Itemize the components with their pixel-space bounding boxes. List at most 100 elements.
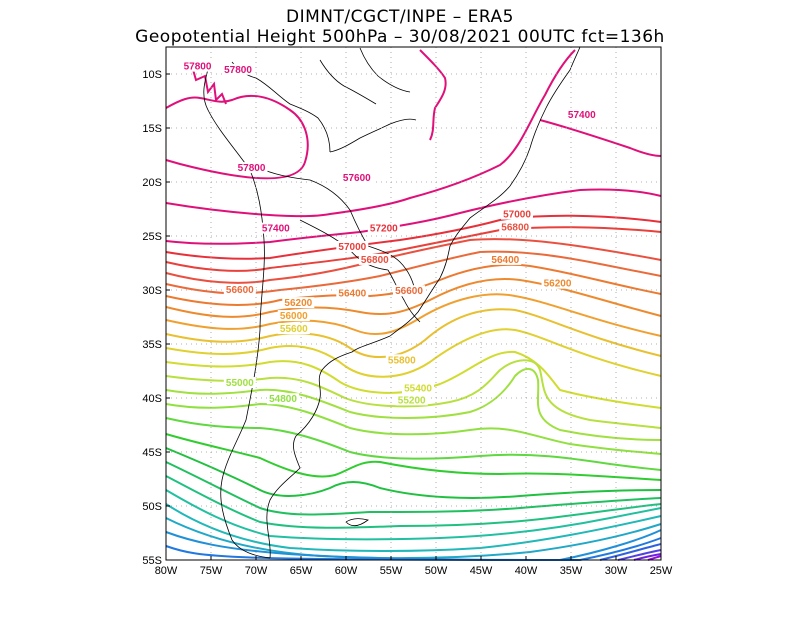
contour-label-bg (336, 240, 369, 252)
contour-label: 57800 (238, 163, 266, 174)
contour-label-bg (340, 171, 373, 183)
contour-label: 54800 (269, 394, 297, 405)
x-tick-label: 40W (515, 565, 538, 577)
contour-label-bg (282, 297, 315, 309)
contour-line (165, 433, 662, 481)
contour-label: 57400 (262, 224, 290, 235)
contour-label: 56000 (280, 311, 308, 322)
contour-label-bg (181, 60, 214, 72)
y-tick-label: 25S (142, 231, 162, 243)
contour-line (165, 226, 662, 272)
y-tick-label: 45S (142, 447, 162, 459)
y-tick-label: 15S (142, 123, 162, 135)
contour-line (165, 417, 662, 471)
contour-label: 57000 (338, 242, 366, 253)
contour-line (165, 94, 309, 180)
contour-label: 56200 (544, 279, 572, 290)
contour-line (419, 49, 447, 141)
y-tick-label: 50S (142, 501, 162, 513)
contour-line (165, 447, 662, 499)
y-tick-label: 40S (142, 393, 162, 405)
border-line (263, 169, 369, 247)
contour-label: 55600 (280, 324, 308, 335)
y-tick-label: 55S (142, 555, 162, 567)
contour-label: 57600 (343, 173, 371, 184)
country-borders (203, 46, 581, 559)
border-line (203, 61, 271, 559)
contour-label: 55200 (398, 395, 426, 406)
contour-label-bg (223, 377, 256, 389)
contour-label-bg (222, 63, 254, 75)
x-tick-label: 50W (425, 565, 448, 577)
x-tick-label: 55W (380, 565, 403, 577)
contour-line (165, 214, 662, 260)
contour-label: 55800 (388, 355, 416, 366)
contour-label: 56400 (338, 288, 366, 299)
contour-label-bg (267, 393, 299, 405)
border-line (345, 518, 369, 526)
contour-line (165, 49, 576, 218)
border-line (387, 269, 421, 323)
contour-label: 56600 (226, 285, 254, 296)
contour-label-bg (277, 310, 310, 322)
x-tick-label: 65W (290, 565, 313, 577)
y-tick-label: 35S (142, 339, 162, 351)
contour-label-bg (489, 253, 522, 265)
contour-label: 56200 (284, 298, 312, 309)
contour-label: 56800 (361, 255, 389, 266)
contour-label-bg (385, 354, 418, 366)
map-frame (165, 46, 662, 561)
contour-line (165, 489, 662, 541)
contour-line (165, 517, 662, 560)
x-tick-label: 45W (470, 565, 493, 577)
contour-label-bg (393, 285, 425, 297)
contour-line (165, 461, 662, 516)
contour-label: 56800 (501, 223, 529, 234)
contour-line (165, 308, 662, 358)
y-tick-label: 10S (142, 69, 162, 81)
contour-line (165, 368, 662, 441)
border-line (389, 46, 581, 337)
border-line (329, 118, 417, 153)
contour-label-bg (358, 253, 391, 265)
y-tick-label: 20S (142, 177, 162, 189)
x-tick-label: 80W (155, 565, 178, 577)
contour-label-bg (277, 323, 310, 335)
contour-label-bg (565, 109, 598, 121)
lat-lon-grid (166, 47, 661, 560)
contour-line (165, 402, 662, 455)
contour-label: 56600 (395, 286, 423, 297)
contour-labels: 57800 57800 57800 57600 57400 57400 57200 57000… (181, 60, 598, 406)
contour-label: 57800 (184, 62, 212, 73)
contour-label-bg (541, 277, 574, 289)
contour-line (165, 350, 662, 409)
contour-line (599, 543, 662, 561)
contour-line (165, 503, 662, 552)
contour-label: 57800 (224, 65, 252, 76)
contour-line (617, 549, 662, 561)
border-line (231, 61, 331, 153)
contour-label: 57000 (503, 210, 531, 221)
contour-label: 57200 (370, 224, 398, 235)
border-line (359, 47, 411, 93)
border-line (266, 335, 391, 559)
x-tick-label: 30W (605, 565, 628, 577)
contour-label-bg (259, 222, 292, 234)
border-line (367, 245, 417, 297)
contour-label-bg (499, 221, 532, 233)
x-tick-label: 25W (650, 565, 673, 577)
contour-label-bg (336, 287, 369, 299)
x-tick-label: 70W (245, 565, 268, 577)
contour-lines (165, 49, 662, 562)
contour-label: 55000 (226, 378, 254, 389)
contour-label: 56400 (491, 255, 519, 266)
contour-line (165, 475, 662, 529)
chart-title-line-2: Geopotential Height 500hPa – 30/08/2021 … (135, 27, 665, 47)
contour-line (165, 359, 662, 429)
contour-label-bg (235, 162, 268, 174)
contour-label: 57400 (568, 110, 596, 121)
x-tick-label: 75W (200, 565, 223, 577)
axis-ticks: 80W 75W 70W 65W 60W 55W 50W 45W 40W 35W 30W 25W 10S 1… (142, 69, 673, 577)
border-line (319, 59, 377, 105)
